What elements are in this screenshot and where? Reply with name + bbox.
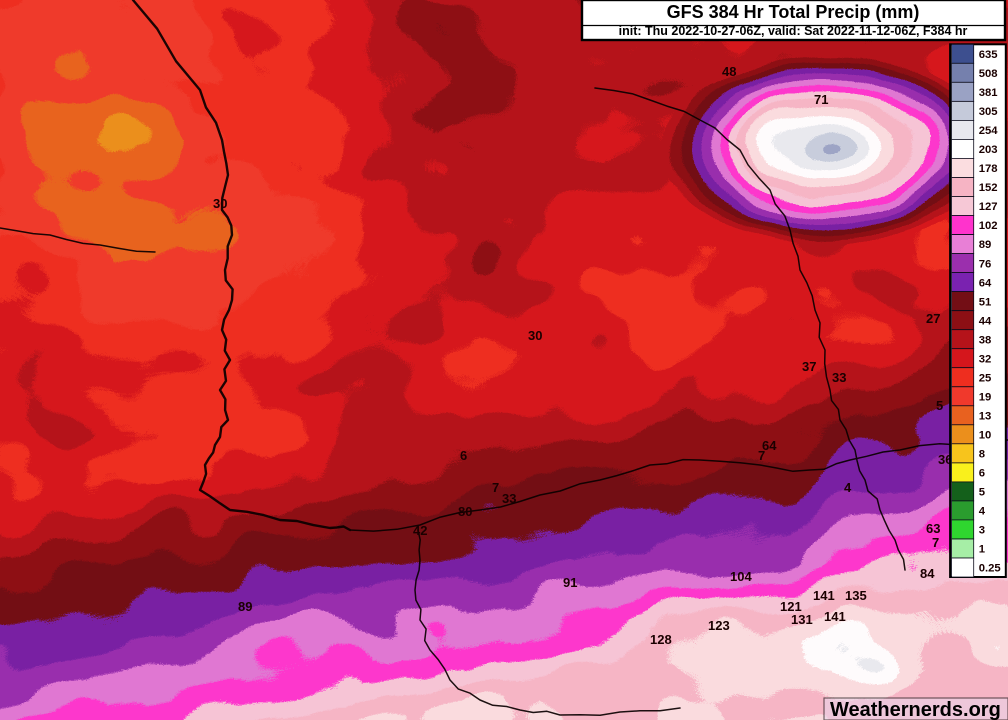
svg-text:178: 178 — [979, 163, 998, 175]
svg-text:102: 102 — [979, 220, 998, 232]
svg-text:42: 42 — [413, 523, 427, 538]
svg-text:GFS 384 Hr Total Precip (mm): GFS 384 Hr Total Precip (mm) — [667, 2, 920, 22]
svg-text:33: 33 — [502, 491, 516, 506]
svg-text:127: 127 — [979, 201, 998, 213]
svg-text:121: 121 — [780, 599, 802, 614]
svg-text:152: 152 — [979, 182, 998, 194]
svg-text:48: 48 — [722, 64, 736, 79]
svg-text:128: 128 — [650, 632, 672, 647]
svg-text:508: 508 — [979, 68, 998, 80]
svg-text:71: 71 — [814, 92, 828, 107]
svg-text:203: 203 — [979, 144, 998, 156]
svg-text:7: 7 — [932, 535, 939, 550]
svg-text:635: 635 — [979, 49, 998, 61]
svg-text:30: 30 — [213, 196, 227, 211]
svg-text:123: 123 — [708, 618, 730, 633]
svg-text:64: 64 — [979, 277, 992, 289]
svg-text:80: 80 — [458, 504, 472, 519]
svg-text:305: 305 — [979, 106, 998, 118]
svg-text:5: 5 — [936, 398, 943, 413]
svg-text:141: 141 — [813, 588, 835, 603]
svg-text:104: 104 — [730, 569, 752, 584]
svg-text:63: 63 — [926, 521, 940, 536]
svg-text:131: 131 — [791, 612, 813, 627]
svg-text:51: 51 — [979, 296, 992, 308]
svg-text:5: 5 — [979, 487, 985, 499]
svg-text:32: 32 — [979, 353, 992, 365]
svg-text:19: 19 — [979, 391, 992, 403]
svg-text:141: 141 — [824, 609, 846, 624]
svg-text:10: 10 — [979, 430, 992, 442]
svg-text:89: 89 — [979, 239, 992, 251]
svg-text:0.25: 0.25 — [979, 563, 1001, 575]
svg-text:33: 33 — [832, 370, 846, 385]
svg-text:Weathernerds.org: Weathernerds.org — [830, 699, 1001, 720]
svg-text:27: 27 — [926, 311, 940, 326]
svg-text:89: 89 — [238, 599, 252, 614]
svg-text:38: 38 — [979, 334, 992, 346]
svg-text:135: 135 — [845, 588, 867, 603]
svg-text:init: Thu 2022-10-27-06Z, vali: init: Thu 2022-10-27-06Z, valid: Sat 202… — [619, 24, 968, 38]
svg-text:84: 84 — [920, 566, 935, 581]
svg-text:44: 44 — [979, 315, 992, 327]
svg-text:30: 30 — [528, 328, 542, 343]
svg-text:3: 3 — [979, 525, 985, 537]
svg-text:91: 91 — [563, 575, 577, 590]
svg-text:254: 254 — [979, 125, 999, 137]
svg-text:381: 381 — [979, 87, 998, 99]
svg-text:6: 6 — [979, 468, 985, 480]
svg-text:4: 4 — [979, 506, 986, 518]
svg-text:25: 25 — [979, 372, 992, 384]
svg-text:37: 37 — [802, 359, 816, 374]
svg-text:8: 8 — [979, 449, 985, 461]
svg-text:1: 1 — [979, 544, 985, 556]
svg-text:76: 76 — [979, 258, 992, 270]
svg-text:13: 13 — [979, 411, 992, 423]
